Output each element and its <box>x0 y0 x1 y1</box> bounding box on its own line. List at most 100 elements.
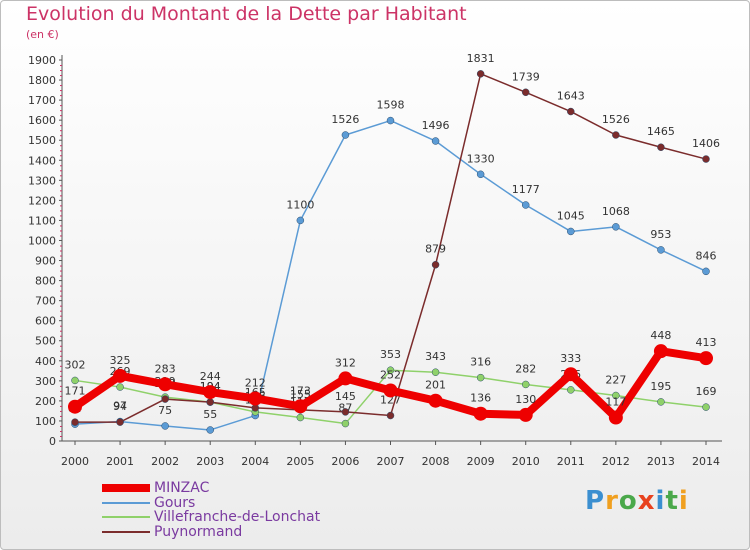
data-label: 1598 <box>377 99 405 112</box>
data-label: 1526 <box>331 113 359 126</box>
data-label: 195 <box>650 380 671 393</box>
data-point <box>567 386 575 394</box>
y-tick-label: 1600 <box>28 114 56 127</box>
proxiti-logo: Proxiti <box>585 486 689 516</box>
data-label: 1831 <box>467 52 495 65</box>
y-tick-label: 1500 <box>28 134 56 147</box>
data-label: 282 <box>515 362 536 375</box>
y-minor-tick <box>60 285 62 287</box>
data-label: 1496 <box>422 119 450 132</box>
logo-letter: t <box>665 486 679 516</box>
y-minor-tick <box>60 350 62 352</box>
x-tick-label: 2002 <box>151 455 179 468</box>
data-point <box>476 373 485 382</box>
data-label: 1406 <box>692 137 720 150</box>
data-point <box>518 407 533 422</box>
logo-letter: o <box>618 486 638 516</box>
y-tick-label: 1900 <box>28 54 56 67</box>
series-gours: 8497755512711001526159814961330117710451… <box>68 99 717 434</box>
data-label: 846 <box>696 249 717 262</box>
data-point <box>428 393 443 408</box>
data-point <box>612 391 620 400</box>
y-minor-tick <box>60 385 62 387</box>
data-point <box>338 371 353 386</box>
y-minor-tick <box>60 270 62 272</box>
data-point <box>653 344 668 359</box>
y-minor-tick <box>60 370 62 372</box>
legend-label: Gours <box>154 494 196 511</box>
y-minor-tick <box>60 355 62 357</box>
data-label: 1045 <box>557 209 585 222</box>
data-point <box>563 367 578 382</box>
y-tick-label: 200 <box>35 395 56 408</box>
data-label: 316 <box>470 356 491 369</box>
y-minor-tick <box>60 265 62 267</box>
data-point <box>702 267 710 276</box>
data-label: 1465 <box>647 125 675 138</box>
data-label: 97 <box>113 400 127 413</box>
legend-swatch <box>102 516 150 518</box>
data-point <box>608 410 623 425</box>
data-point <box>71 418 79 426</box>
y-minor-tick <box>60 305 62 307</box>
data-label: 302 <box>65 358 86 371</box>
data-label: 283 <box>155 362 176 375</box>
y-ticks: 0 100 200 300 400 500 600 700 800 900 1000 1100 1200… <box>28 54 62 448</box>
data-point <box>476 170 485 179</box>
y-minor-tick <box>60 365 62 367</box>
data-label: 75 <box>158 404 172 417</box>
y-minor-tick <box>60 330 62 332</box>
data-label: 343 <box>425 350 446 363</box>
data-point <box>116 383 124 391</box>
y-minor-tick <box>60 345 62 347</box>
data-label: 312 <box>335 356 356 369</box>
data-point <box>612 223 620 231</box>
y-minor-tick <box>60 205 62 207</box>
data-point <box>702 403 710 411</box>
legend-swatch <box>102 501 150 504</box>
y-minor-tick <box>60 145 62 147</box>
data-point <box>341 419 350 428</box>
y-minor-tick <box>60 125 62 127</box>
data-point <box>158 377 173 392</box>
data-point <box>296 216 305 225</box>
data-point <box>521 88 530 97</box>
data-point <box>206 398 214 406</box>
data-point <box>699 351 713 366</box>
y-minor-tick <box>60 230 62 232</box>
y-minor-tick <box>60 375 62 377</box>
legend-swatch <box>102 484 150 492</box>
data-point <box>383 383 398 398</box>
y-minor-tick <box>60 325 62 327</box>
y-minor-tick <box>60 190 62 192</box>
y-minor-tick <box>60 110 62 112</box>
y-tick-label: 600 <box>35 315 56 328</box>
data-point <box>248 391 263 406</box>
legend-swatch <box>102 530 150 533</box>
data-point <box>476 70 485 78</box>
data-point <box>386 411 395 420</box>
data-label: 879 <box>425 243 446 256</box>
data-point <box>341 408 350 416</box>
y-minor-tick <box>60 235 62 237</box>
y-minor-tick <box>60 225 62 227</box>
data-label: 1643 <box>557 90 585 103</box>
y-tick-label: 1000 <box>28 234 56 247</box>
y-minor-tick <box>60 155 62 157</box>
unit-label: (en €) <box>26 28 59 41</box>
data-label: 1100 <box>286 198 314 211</box>
y-tick-label: 1200 <box>28 194 56 207</box>
y-minor-tick <box>60 430 62 432</box>
x-tick-label: 2003 <box>196 455 224 468</box>
data-label: 333 <box>560 352 581 365</box>
y-minor-tick <box>60 105 62 107</box>
x-tick-label: 2005 <box>286 455 314 468</box>
data-label: 227 <box>605 373 626 386</box>
data-label: 1739 <box>512 70 540 83</box>
y-tick-label: 900 <box>35 255 56 268</box>
data-point <box>521 380 530 389</box>
y-minor-tick <box>60 195 62 197</box>
y-minor-tick <box>60 85 62 87</box>
